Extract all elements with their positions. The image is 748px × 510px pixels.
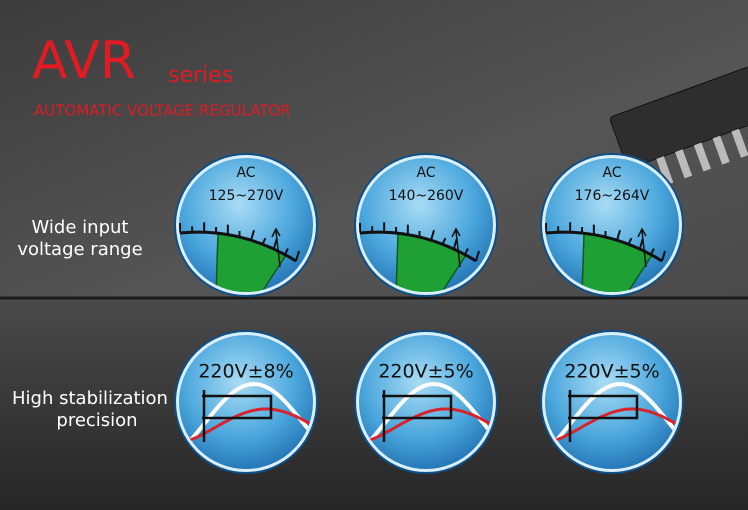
gauge-tick <box>272 238 278 250</box>
gauge-tick <box>441 237 447 245</box>
precision-label: 220V±5% <box>378 361 473 383</box>
wave-disc: 220V±5% <box>540 330 684 474</box>
disc <box>545 335 679 469</box>
tolerance-band <box>568 390 639 442</box>
range-label: AC <box>236 165 255 181</box>
white-wave <box>359 382 493 457</box>
gauge-tick <box>261 237 267 245</box>
disc-content <box>545 222 666 292</box>
range-label: 125~270V <box>209 188 284 204</box>
range-label: AC <box>602 165 621 181</box>
gauge-tick <box>295 250 300 262</box>
gauge-tick <box>430 229 435 241</box>
precision-label: 220V±8% <box>198 361 293 383</box>
gauge-disc: AC 140~260V <box>354 153 498 297</box>
row-label: precision <box>56 410 137 431</box>
title: AVR <box>32 31 136 91</box>
wave-disc: 220V±5% <box>354 330 498 474</box>
wave-disc: 220V±8% <box>174 330 318 474</box>
gauge-tick <box>627 237 633 245</box>
white-wave <box>545 382 679 457</box>
row-label: High stabilization <box>12 388 168 409</box>
tolerance-band <box>382 390 453 442</box>
range-label: 140~260V <box>389 188 464 204</box>
series: series <box>168 63 233 88</box>
row-label: Wide input <box>32 217 129 238</box>
gauge-needle <box>271 227 281 268</box>
row-label: voltage range <box>17 239 142 260</box>
gauge-needle <box>637 227 647 268</box>
subtitle: AUTOMATIC VOLTAGE REGULATOR <box>34 102 291 120</box>
gauge-needle <box>451 227 461 268</box>
disc-content <box>179 222 300 292</box>
gauge-tick <box>452 238 458 250</box>
gauge-disc: AC 176~264V <box>540 153 684 297</box>
disc-content <box>359 382 493 457</box>
disc-content <box>179 382 313 457</box>
disc-content <box>545 382 679 457</box>
gauge-disc: AC 125~270V <box>174 153 318 297</box>
disc <box>179 335 313 469</box>
gauge-tick <box>250 229 255 241</box>
red-wave <box>179 407 313 446</box>
gauge-tick <box>661 250 666 262</box>
gauge-tick <box>284 248 289 256</box>
tolerance-band <box>202 390 273 442</box>
disc-content <box>359 222 480 292</box>
range-label: AC <box>416 165 435 181</box>
white-wave <box>179 382 313 457</box>
gauge-tick <box>464 248 469 256</box>
gauge-tick <box>616 229 621 241</box>
range-label: 176~264V <box>575 188 650 204</box>
red-wave <box>359 407 493 446</box>
precision-label: 220V±5% <box>564 361 659 383</box>
gauge-tick <box>638 238 644 250</box>
chip <box>609 66 748 193</box>
disc <box>359 335 493 469</box>
gauge-tick <box>650 248 655 256</box>
red-wave <box>545 407 679 446</box>
gauge-tick <box>475 250 480 262</box>
